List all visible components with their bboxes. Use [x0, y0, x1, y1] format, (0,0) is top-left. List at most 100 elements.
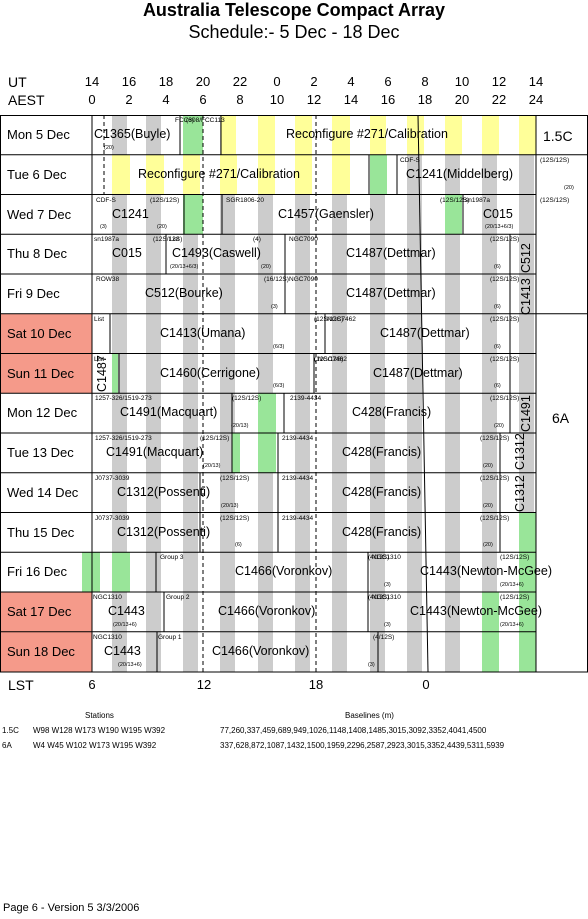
program-band: (12S/12S) [540, 156, 570, 164]
time-shade [519, 433, 534, 473]
program-label: C1443(Newton-McGee) [410, 604, 542, 618]
ut-tick: 14 [528, 74, 544, 89]
aest-tick: 18 [417, 92, 433, 107]
schedule-fill [445, 115, 462, 155]
schedule-fill [258, 433, 276, 473]
time-shade [370, 393, 385, 433]
program-note: (6) [494, 264, 501, 270]
program-note: (20/13+6) [500, 621, 524, 628]
day-label: Tue 6 Dec [7, 166, 67, 182]
program-source: CDF-S [96, 196, 116, 204]
day-label: Wed 14 Dec [7, 484, 79, 500]
time-shade [146, 552, 161, 592]
legend-config-1-5c: 1.5C [2, 726, 19, 735]
program-label: C1491(Macquart) [120, 405, 218, 420]
time-shade [183, 234, 198, 274]
program-label: C428(Francis) [352, 405, 432, 420]
time-shade [332, 313, 347, 354]
schedule-fill [112, 353, 118, 394]
time-shade [407, 512, 422, 553]
day-label: Tue 13 Dec [7, 445, 74, 460]
program-note: (3) [368, 661, 375, 668]
time-shade [295, 393, 310, 433]
time-shade [482, 472, 497, 513]
program-note: (20) [483, 502, 493, 509]
program-band: (16/12S) [264, 276, 289, 283]
weekend-label-bg [0, 353, 92, 394]
time-shade [332, 393, 347, 433]
program-source: J0737-3039 [95, 514, 130, 522]
time-shade [183, 552, 198, 592]
weekend-label-bg [0, 592, 92, 632]
time-shade [482, 194, 497, 235]
stations-header: Stations [85, 711, 114, 720]
time-shade [183, 393, 198, 433]
program-band: (12S/12S) [220, 514, 250, 522]
time-shade [407, 552, 422, 592]
time-shade [482, 353, 497, 394]
program-source: List [94, 355, 105, 363]
program-note: (20/13+6/3) [170, 264, 199, 270]
aest-tick: 22 [491, 92, 507, 107]
program-label: C1491(Macquart) [106, 445, 204, 459]
time-shade [482, 234, 497, 274]
program-source: 2139-4434 [282, 474, 314, 482]
program-source: NGC1310 [93, 633, 122, 641]
schedule-fill [258, 154, 275, 195]
program-note: (6) [494, 303, 501, 310]
program-label: C015 [483, 206, 513, 221]
program-label: C1443 [104, 643, 141, 658]
time-shade [370, 353, 385, 394]
vertical-program-label: C1413 [519, 278, 533, 315]
legend-stations-1-5c: W98 W128 W173 W190 W195 W392 [33, 726, 166, 735]
ut-tick: 2 [310, 74, 318, 89]
time-shade [519, 154, 534, 195]
time-shade [220, 194, 235, 235]
program-band: (12S/12S) [480, 474, 510, 482]
time-shade [407, 433, 422, 473]
schedule-fill [407, 115, 424, 155]
time-shade [295, 433, 310, 473]
time-shade [112, 274, 127, 314]
time-shade [370, 313, 385, 354]
schedule-fill [519, 512, 536, 553]
program-source: NGC7462 [327, 315, 356, 323]
program-band: (12S/12S) [200, 435, 230, 442]
schedule-fill [445, 194, 462, 235]
time-shade [519, 393, 534, 433]
time-shade [220, 274, 235, 314]
time-shade [146, 234, 161, 274]
time-shade [445, 472, 460, 513]
schedule-fill [519, 631, 536, 672]
time-shade [482, 552, 497, 592]
time-shade [112, 592, 127, 632]
schedule-fill [112, 154, 130, 195]
time-shade [482, 433, 497, 473]
program-label: C1312(Possenti) [117, 484, 211, 499]
time-shade [146, 115, 161, 155]
page-footer: Page 6 - Version 5 3/3/2006 [3, 902, 140, 914]
time-shade [146, 472, 161, 513]
program-source: NGC7090 [289, 236, 318, 244]
time-shade [112, 631, 127, 672]
time-shade [183, 512, 198, 553]
program-source: Group 2 [166, 594, 190, 601]
program-label: C1487(Dettmar) [346, 246, 436, 261]
aest-tick: 8 [236, 92, 244, 107]
lst-tick: 6 [88, 677, 96, 692]
aest-tick: 24 [528, 92, 544, 107]
time-shade [295, 234, 310, 274]
time-shade [146, 313, 161, 354]
time-shade [258, 631, 273, 672]
program-source: CDF-S [400, 156, 420, 164]
time-shade [258, 234, 273, 274]
config-label-1-5c: 1.5C [543, 128, 573, 144]
program-source: J0737-3039 [95, 474, 130, 482]
program-band: (12S/12S) [314, 315, 344, 323]
day-label: Fri 9 Dec [7, 286, 60, 301]
time-shade [370, 433, 385, 473]
time-shade [332, 433, 347, 473]
program-label: C1312(Possenti) [117, 524, 211, 539]
time-shade [220, 433, 235, 473]
